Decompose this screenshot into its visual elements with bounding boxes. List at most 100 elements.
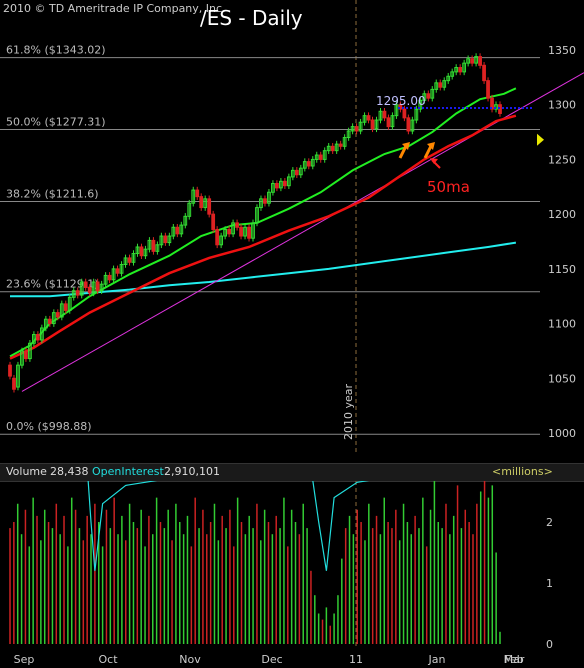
candle-body	[63, 303, 68, 311]
price-tick-label: 1050	[548, 372, 576, 385]
volume-tick-label: 2	[546, 516, 553, 529]
candle-body	[195, 189, 200, 198]
candle-body	[115, 268, 120, 274]
time-tick-label: Jan	[428, 653, 446, 666]
copyright-text: 2010 © TD Ameritrade IP Company, Inc.	[3, 2, 226, 15]
candle-body	[302, 161, 307, 169]
open-interest: 2.9101	[87, 481, 370, 571]
candle-body	[338, 143, 343, 147]
price-tick-label: 1200	[548, 208, 576, 221]
price-tick-label: 1000	[548, 427, 576, 440]
candle-body	[111, 268, 116, 281]
time-tick-label: 11	[349, 653, 363, 666]
candle-body	[159, 235, 164, 246]
candle-body	[87, 286, 92, 294]
candle-body	[239, 226, 243, 237]
candle-body	[79, 281, 84, 296]
candle-body	[486, 80, 490, 99]
time-tick-label: Sep	[14, 653, 35, 666]
candle-body	[354, 126, 359, 132]
candle-body	[434, 82, 439, 90]
candle-body	[191, 189, 196, 204]
candle-body	[382, 110, 387, 119]
candle-body	[366, 115, 371, 121]
candle-body	[247, 226, 251, 239]
candle-body	[306, 161, 311, 167]
open-interest-label: OpenInterest	[92, 465, 164, 478]
candle-body	[67, 296, 72, 311]
candle-body	[470, 58, 474, 64]
candle-body	[83, 281, 88, 288]
fib-label: 38.2% ($1211.6)	[6, 187, 99, 200]
candle-body	[330, 145, 335, 152]
annotations: 1295.00 50ma	[376, 94, 544, 196]
candle-body	[16, 364, 20, 388]
candle-body	[163, 235, 168, 244]
candle-body	[275, 183, 279, 189]
ma-label: 50ma	[427, 178, 470, 196]
candle-body	[498, 104, 502, 114]
candle-body	[243, 226, 247, 237]
volume-tick-label: 1	[546, 577, 553, 590]
fib-levels: 61.8% ($1343.02) 50.0% ($1277.31) 38.2% ($…	[0, 44, 540, 435]
candle-body	[358, 121, 363, 132]
candle-body	[450, 71, 455, 77]
chart-title: /ES - Daily	[200, 6, 303, 30]
price-tick-label: 1150	[548, 263, 576, 276]
arrow-head-icon	[402, 142, 410, 150]
price-tick-label: 1300	[548, 99, 576, 112]
volume-label: Volume	[6, 465, 47, 478]
time-tick-label: Dec	[261, 653, 282, 666]
candle-body	[235, 222, 239, 228]
candle-body	[203, 198, 208, 209]
candle-body	[267, 191, 271, 204]
candle-body	[147, 239, 152, 250]
candle-body	[406, 117, 411, 132]
fib-label: 61.8% ($1343.02)	[6, 44, 106, 57]
candle-body	[32, 334, 36, 344]
candle-body	[282, 180, 287, 187]
candle-body	[55, 312, 60, 318]
candle-body	[418, 99, 423, 110]
candle-body	[51, 312, 56, 325]
candle-body	[171, 226, 176, 237]
candle-body	[494, 104, 498, 110]
candle-body	[135, 246, 140, 255]
candle-body	[215, 228, 220, 246]
candle-body	[103, 274, 108, 285]
candle-body	[143, 248, 148, 257]
ma-red-line	[9, 114, 517, 360]
candle-body	[151, 239, 156, 252]
candle-body	[362, 115, 367, 123]
ma-green-line	[9, 87, 517, 358]
candle-body	[294, 169, 299, 176]
candle-body	[28, 342, 32, 360]
candle-body	[346, 130, 351, 139]
candle-body	[107, 274, 112, 281]
candle-body	[430, 88, 435, 99]
candle-body	[438, 82, 443, 88]
candle-body	[39, 327, 44, 341]
fib-label: 23.6% ($1129.1)	[6, 278, 99, 291]
candle-body	[414, 108, 419, 121]
candle-body	[350, 126, 355, 132]
time-tick-label: Feb	[504, 653, 523, 666]
candle-body	[43, 318, 48, 329]
open-interest-line	[87, 481, 370, 571]
candle-body	[326, 145, 331, 152]
candle-body	[458, 67, 463, 73]
candle-body	[187, 202, 192, 217]
candle-body	[12, 377, 16, 390]
arrow-head-icon	[427, 142, 435, 150]
price-chart: 61.8% ($1343.02) 50.0% ($1277.31) 38.2% ($…	[0, 0, 584, 452]
volume-header-bar: Volume 28,438 OpenInterest 2,910,101 <mi…	[0, 463, 584, 482]
candle-body	[47, 318, 52, 325]
candle-body	[95, 281, 100, 292]
candle-body	[422, 93, 427, 101]
candle-body	[127, 257, 132, 263]
time-tick-label: Mar	[504, 653, 525, 666]
candle-body	[482, 64, 486, 82]
